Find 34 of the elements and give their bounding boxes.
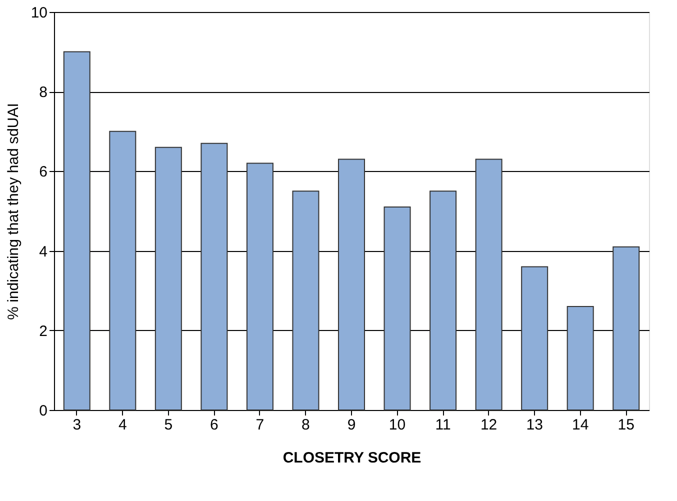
- bar: [200, 142, 228, 410]
- x-tick-label: 15: [618, 416, 634, 434]
- x-tick-label: 11: [435, 416, 451, 434]
- y-tick-label: 4: [39, 243, 48, 260]
- bar: [430, 190, 457, 410]
- bar: [338, 158, 365, 410]
- bar: [63, 51, 90, 410]
- y-tick-label: 6: [39, 164, 48, 181]
- bar: [612, 246, 640, 410]
- x-tick-label: 14: [572, 416, 589, 434]
- y-tick-label: 10: [30, 4, 48, 22]
- x-tick-label: 12: [480, 416, 498, 434]
- bar: [475, 158, 502, 410]
- bar: [246, 162, 274, 410]
- bar: [384, 206, 411, 410]
- x-tick-label: 4: [118, 416, 127, 434]
- bar: [154, 146, 182, 410]
- x-tick-label: 13: [526, 416, 543, 434]
- y-axis-title: % indicating that they had sdUAI: [4, 103, 22, 320]
- bar: [566, 306, 594, 410]
- x-tick-label: 8: [302, 416, 310, 434]
- x-tick-label: 7: [256, 416, 264, 434]
- x-axis-title: CLOSETRY SCORE: [282, 450, 422, 466]
- x-tick-label: 9: [347, 416, 356, 434]
- y-tick-label: 2: [39, 322, 48, 340]
- bar: [521, 266, 548, 410]
- bar: [292, 190, 320, 410]
- x-tick-label: 6: [210, 416, 218, 434]
- x-tick-label: 10: [388, 416, 406, 434]
- y-tick-label: 0: [39, 402, 48, 420]
- bar: [109, 130, 136, 410]
- y-tick-label: 8: [39, 84, 48, 102]
- x-tick-label: 3: [72, 416, 82, 434]
- x-tick-label: 5: [164, 416, 173, 434]
